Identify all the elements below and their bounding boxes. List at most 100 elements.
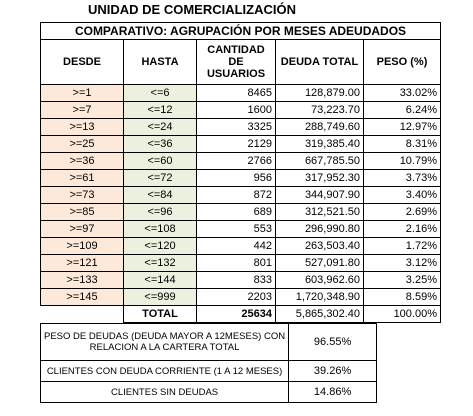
cell: <=999 (123, 288, 197, 306)
data-row: >=1 <=6 8465 128,879.00 33.02% (40, 84, 441, 102)
subtitle: COMPARATIVO: AGRUPACIÓN POR MESES ADEUDA… (40, 22, 441, 40)
total-row: TOTAL 25634 5,865,302.40 100.00% (41, 305, 441, 323)
cell: 667,785.50 (275, 152, 364, 170)
cell: >=61 (40, 169, 124, 187)
summary-value: 96.55% (288, 323, 378, 361)
cell: 1600 (196, 101, 276, 119)
cell: 2129 (196, 135, 276, 153)
summary-label: CLIENTES SIN DEUDAS (39, 381, 290, 403)
debt-table: COMPARATIVO: AGRUPACIÓN POR MESES ADEUDA… (40, 22, 441, 323)
cell: >=97 (40, 220, 124, 238)
cell: 317,952.30 (275, 169, 364, 187)
cell: 8465 (196, 84, 276, 102)
cell: >=1 (40, 84, 124, 102)
header-cell: CANTIDAD DE USUARIOS (196, 39, 276, 85)
cell: >=25 (40, 135, 124, 153)
cell: <=72 (123, 169, 197, 187)
cell: 8.59% (363, 288, 441, 306)
summary-value: 39.26% (288, 360, 378, 382)
cell: 603,962.60 (275, 271, 364, 289)
data-row: >=36 <=60 2766 667,785.50 10.79% (40, 152, 441, 170)
cell: <=96 (123, 203, 197, 221)
cell: >=145 (40, 288, 124, 306)
header-row: DESDE HASTA CANTIDAD DE USUARIOS DEUDA TOTA… (40, 39, 441, 85)
cell: 3325 (196, 118, 276, 136)
data-row: >=25 <=36 2129 319,385.40 8.31% (40, 135, 441, 153)
cell: <=84 (123, 186, 197, 204)
cell: <=120 (123, 237, 197, 255)
cell: 288,749.60 (275, 118, 364, 136)
header-cell: DEUDA TOTAL (275, 39, 364, 85)
empty-cell (41, 306, 124, 323)
data-row: >=7 <=12 1600 73,223.70 6.24% (40, 101, 441, 119)
cell: 33.02% (363, 84, 441, 102)
header-cell: HASTA (123, 39, 197, 85)
summary-label-line: CLIENTES CON DEUDA CORRIENTE (1 A 12 MES… (46, 365, 283, 377)
cell: 3.73% (363, 169, 441, 187)
cell: 12.97% (363, 118, 441, 136)
cell: <=24 (123, 118, 197, 136)
cell: 872 (196, 186, 276, 204)
cell: <=132 (123, 254, 197, 272)
cell: 553 (196, 220, 276, 238)
cell: >=133 (40, 271, 124, 289)
data-row: >=61 <=72 956 317,952.30 3.73% (40, 169, 441, 187)
data-row: >=97 <=108 553 296,990.80 2.16% (40, 220, 441, 238)
cell: <=60 (123, 152, 197, 170)
cell: 3.40% (363, 186, 441, 204)
cell: 2.16% (363, 220, 441, 238)
data-row: >=73 <=84 872 344,907.90 3.40% (40, 186, 441, 204)
summary-row: CLIENTES SIN DEUDAS 14.86% (39, 381, 378, 403)
cell: 73,223.70 (275, 101, 364, 119)
data-row: >=145 <=999 2203 1,720,348.90 8.59% (40, 288, 441, 306)
cell: >=121 (40, 254, 124, 272)
summary-label: CLIENTES CON DEUDA CORRIENTE (1 A 12 MES… (39, 360, 290, 382)
cell: 1,720,348.90 (275, 288, 364, 306)
cell: 344,907.90 (275, 186, 364, 204)
total-cell: 5,865,302.40 (275, 305, 364, 323)
data-row: >=13 <=24 3325 288,749.60 12.97% (40, 118, 441, 136)
cell: 296,990.80 (275, 220, 364, 238)
cell: 2203 (196, 288, 276, 306)
total-cell: 25634 (196, 305, 276, 323)
cell: 8.31% (363, 135, 441, 153)
cell: <=6 (123, 84, 197, 102)
total-cell: 100.00% (363, 305, 441, 323)
cell: 2.69% (363, 203, 441, 221)
cell: 6.24% (363, 101, 441, 119)
cell: 1.72% (363, 237, 441, 255)
cell: <=144 (123, 271, 197, 289)
cell: 10.79% (363, 152, 441, 170)
summary-label-line: RELACION A LA CARTERA TOTAL (89, 342, 240, 353)
cell: >=13 (40, 118, 124, 136)
cell: 3.25% (363, 271, 441, 289)
data-row: >=133 <=144 833 603,962.60 3.25% (40, 271, 441, 289)
summary-label: PESO DE DEUDAS (DEUDA MAYOR A 12MESES) C… (39, 323, 290, 361)
header-cell: DESDE (40, 39, 124, 85)
cell: >=73 (40, 186, 124, 204)
cell: 128,879.00 (275, 84, 364, 102)
summary-label-line: PESO DE DEUDAS (DEUDA MAYOR A 12MESES) C… (44, 331, 286, 342)
data-row: >=85 <=96 689 312,521.50 2.69% (40, 203, 441, 221)
cell: 689 (196, 203, 276, 221)
subtitle-row: COMPARATIVO: AGRUPACIÓN POR MESES ADEUDA… (40, 22, 441, 40)
cell: >=7 (40, 101, 124, 119)
cell: >=36 (40, 152, 124, 170)
summary-row: CLIENTES CON DEUDA CORRIENTE (1 A 12 MES… (39, 360, 378, 382)
cell: 319,385.40 (275, 135, 364, 153)
summary-row: PESO DE DEUDAS (DEUDA MAYOR A 12MESES) C… (39, 323, 378, 361)
cell: 442 (196, 237, 276, 255)
cell: <=108 (123, 220, 197, 238)
summary-label-line: CLIENTES SIN DEUDAS (110, 386, 219, 398)
cell: 527,091.80 (275, 254, 364, 272)
cell: 312,521.50 (275, 203, 364, 221)
total-cell: TOTAL (123, 305, 197, 323)
cell: 956 (196, 169, 276, 187)
cell: >=109 (40, 237, 124, 255)
cell: >=85 (40, 203, 124, 221)
data-row: >=121 <=132 801 527,091.80 3.12% (40, 254, 441, 272)
cell: 2766 (196, 152, 276, 170)
summary-table: PESO DE DEUDAS (DEUDA MAYOR A 12MESES) C… (39, 323, 378, 403)
header-cell: PESO (%) (363, 39, 441, 85)
